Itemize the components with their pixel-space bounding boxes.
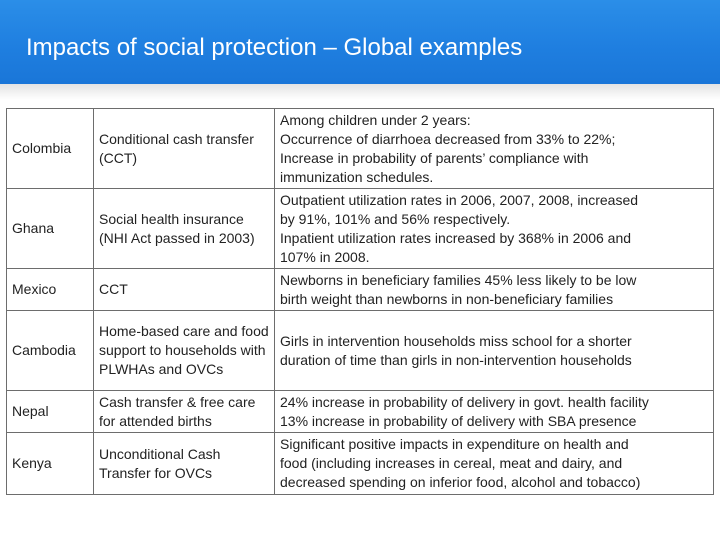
impact-cell: 24% increase in probability of delivery … [274, 390, 714, 433]
title-bar-shadow [0, 84, 720, 100]
impact-line: Outpatient utilization rates in 2006, 20… [280, 191, 639, 208]
impact-line: Occurrence of diarrhoea decreased from 3… [280, 130, 616, 147]
table-row-cambodia: Cambodia Home-based care and food suppor… [6, 310, 714, 391]
impact-line: 24% increase in probability of delivery … [280, 393, 649, 410]
impact-line: 13% increase in probability of delivery … [280, 412, 637, 429]
program-cell: Unconditional Cash Transfer for OVCs [93, 432, 275, 495]
impact-line: duration of time than girls in non-inter… [280, 351, 632, 368]
impact-cell: Significant positive impacts in expendit… [274, 432, 714, 495]
impact-line: Inpatient utilization rates increased by… [280, 229, 632, 246]
impact-line: food (including increases in cereal, mea… [280, 455, 623, 471]
country-cell: Kenya [6, 432, 94, 495]
table-row-ghana: Ghana Social health insurance (NHI Act p… [6, 188, 714, 269]
impact-line: birth weight than newborns in non-benefi… [280, 290, 614, 307]
slide-title: Impacts of social protection – Global ex… [26, 34, 523, 61]
impact-cell: Newborns in beneficiary families 45% les… [274, 268, 714, 311]
table-row-colombia: Colombia Conditional cash transfer (CCT)… [6, 108, 714, 189]
impact-cell: Girls in intervention households miss sc… [274, 310, 714, 391]
country-cell: Ghana [6, 188, 94, 269]
table-row-nepal: Nepal Cash transfer & free care for atte… [6, 390, 714, 433]
program-cell: Social health insurance (NHI Act passed … [93, 188, 275, 269]
country-cell: Nepal [6, 390, 94, 433]
impact-line: 107% in 2008. [280, 248, 370, 265]
program-cell: Home-based care and food support to hous… [93, 310, 275, 391]
impact-line: Among children under 2 years: [280, 111, 471, 128]
impact-line: Significant positive impacts in expendit… [280, 436, 629, 452]
title-bar: Impacts of social protection – Global ex… [0, 0, 720, 84]
impact-line: immunization schedules. [280, 168, 434, 185]
impact-line: Girls in intervention households miss sc… [280, 332, 632, 349]
country-cell: Colombia [6, 108, 94, 189]
examples-table: Colombia Conditional cash transfer (CCT)… [6, 108, 714, 495]
country-cell: Cambodia [6, 310, 94, 391]
impact-line: Increase in probability of parents’ comp… [280, 149, 589, 166]
program-cell: Conditional cash transfer (CCT) [93, 108, 275, 189]
impact-cell: Outpatient utilization rates in 2006, 20… [274, 188, 714, 269]
impact-line: decreased spending on inferior food, alc… [280, 474, 641, 490]
impact-line: Newborns in beneficiary families 45% les… [280, 271, 637, 288]
table-row-kenya: Kenya Unconditional Cash Transfer for OV… [6, 432, 714, 495]
impact-cell: Among children under 2 years: Occurrence… [274, 108, 714, 189]
program-cell: CCT [93, 268, 275, 311]
impact-line: by 91%, 101% and 56% respectively. [280, 210, 511, 227]
table-row-mexico: Mexico CCT Newborns in beneficiary famil… [6, 268, 714, 311]
country-cell: Mexico [6, 268, 94, 311]
program-cell: Cash transfer & free care for attended b… [93, 390, 275, 433]
